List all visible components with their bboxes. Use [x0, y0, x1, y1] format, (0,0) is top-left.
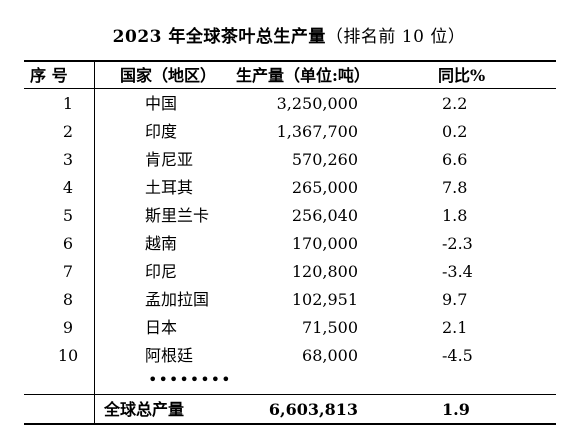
row-production: 3,250,000: [276, 94, 358, 113]
row-no: 9: [62, 318, 74, 337]
table-top-rule: [24, 60, 556, 62]
row-yoy: -3.4: [442, 262, 473, 281]
row-production: 256,040: [291, 206, 358, 225]
title-subtitle: （排名前 10 位）: [325, 27, 466, 47]
row-no: 7: [62, 262, 74, 281]
row-no: 5: [62, 206, 74, 225]
row-yoy: 0.2: [442, 122, 468, 141]
row-country: 越南: [145, 234, 178, 253]
row-yoy: 7.8: [442, 178, 468, 197]
row-production: 1,367,700: [276, 122, 358, 141]
row-production: 265,000: [291, 178, 358, 197]
row-country: 肯尼亚: [145, 150, 194, 169]
row-no: 2: [62, 122, 74, 141]
row-production: 170,000: [291, 234, 358, 253]
total-top-rule: [24, 394, 556, 395]
row-no: 10: [57, 346, 79, 365]
row-no: 6: [62, 234, 74, 253]
header-no: 序 号: [30, 66, 68, 85]
page-title: 2023 年全球茶叶总生产量（排名前 10 位）: [0, 22, 578, 47]
row-yoy: 2.1: [442, 318, 468, 337]
column-divider: [94, 60, 95, 425]
row-no: 8: [62, 290, 74, 309]
row-yoy: 2.2: [442, 94, 468, 113]
row-country: 斯里兰卡: [145, 206, 210, 225]
row-country: 孟加拉国: [145, 290, 210, 309]
table-bottom-rule: [24, 423, 556, 425]
row-yoy: 9.7: [442, 290, 468, 309]
row-yoy: -2.3: [442, 234, 473, 253]
row-production: 102,951: [291, 290, 358, 309]
total-production: 6,603,813: [268, 400, 358, 419]
header-yoy: 同比%: [438, 66, 486, 85]
total-yoy: 1.9: [442, 400, 470, 419]
row-yoy: 6.6: [442, 150, 468, 169]
row-yoy: -4.5: [442, 346, 473, 365]
row-production: 570,260: [291, 150, 358, 169]
row-production: 68,000: [302, 346, 358, 365]
row-country: 中国: [145, 94, 178, 113]
header-country: 国家（地区）: [120, 66, 217, 85]
row-country: 阿根廷: [145, 346, 194, 365]
title-text: 2023 年全球茶叶总生产量: [112, 27, 326, 47]
row-country: 土耳其: [145, 178, 194, 197]
header-production: 生产量（单位:吨）: [236, 66, 370, 85]
row-country: 印度: [145, 122, 178, 141]
header-bottom-rule: [24, 88, 556, 89]
row-country: 印尼: [145, 262, 178, 281]
row-yoy: 1.8: [442, 206, 468, 225]
row-no: 4: [62, 178, 74, 197]
row-production: 120,800: [291, 262, 358, 281]
row-no: 1: [62, 94, 74, 113]
row-no: 3: [62, 150, 74, 169]
ellipsis-dots: ••••••••: [148, 370, 232, 389]
row-country: 日本: [145, 318, 178, 337]
total-label: 全球总产量: [104, 400, 185, 419]
row-production: 71,500: [302, 318, 358, 337]
